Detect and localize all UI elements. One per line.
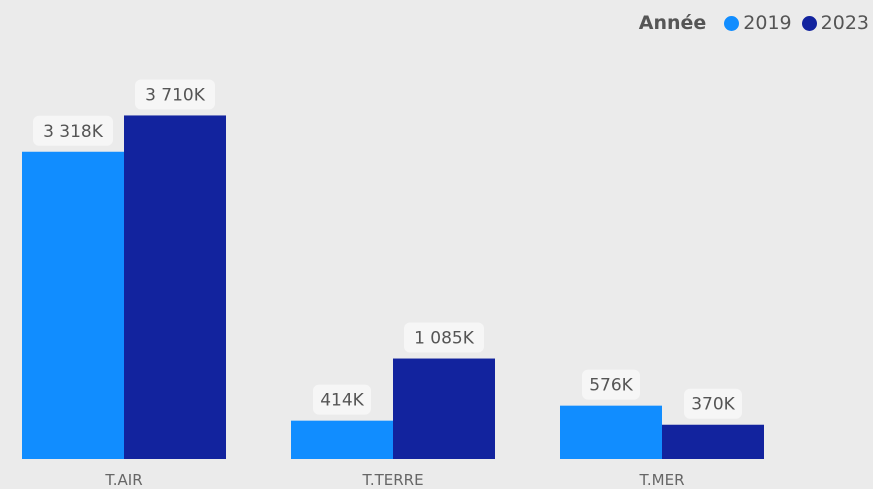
bar-tterre-2019[interactable] xyxy=(291,420,393,459)
x-tick-label: T.AIR xyxy=(104,471,142,489)
data-label-bg xyxy=(404,322,484,353)
data-label: 3 710K xyxy=(145,85,206,105)
legend-label-2023: 2023 xyxy=(820,12,869,34)
bar-tair-2019[interactable] xyxy=(22,151,124,459)
data-label-bg xyxy=(313,384,371,415)
data-label-bg xyxy=(135,79,215,110)
data-label: 370K xyxy=(691,395,735,415)
bar-tair-2023[interactable] xyxy=(124,115,226,459)
legend-item-2019[interactable]: 2019 xyxy=(724,12,792,34)
data-label: 1 085K xyxy=(414,329,475,349)
bar-tmer-2019[interactable] xyxy=(560,405,662,459)
legend-item-2023[interactable]: 2023 xyxy=(801,12,869,34)
data-label-bg xyxy=(582,369,640,400)
data-label: 414K xyxy=(320,391,364,411)
data-label-bg xyxy=(684,388,742,419)
legend-title: Année xyxy=(638,12,707,34)
legend-swatch-2019-icon xyxy=(724,15,740,31)
legend: Année 2019 2023 xyxy=(639,12,869,34)
bar-tterre-2023[interactable] xyxy=(393,358,495,459)
data-label: 576K xyxy=(589,376,633,396)
bar-tmer-2023[interactable] xyxy=(662,424,764,459)
legend-label-2019: 2019 xyxy=(743,12,792,34)
legend-swatch-2023-icon xyxy=(801,15,817,31)
x-tick-label: T.TERRE xyxy=(361,471,423,489)
x-tick-label: T.MER xyxy=(639,471,685,489)
data-label: 3 318K xyxy=(43,122,104,142)
data-label-bg xyxy=(33,115,113,146)
